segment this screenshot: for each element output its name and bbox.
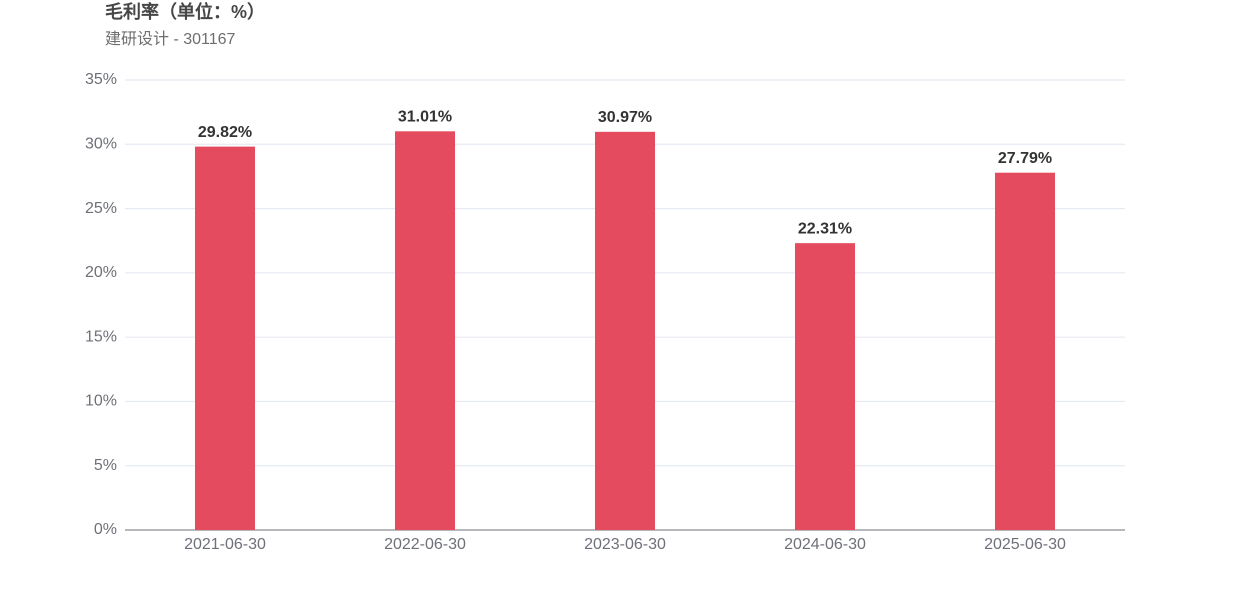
- y-tick-label: 0%: [94, 521, 117, 538]
- bar: [395, 131, 455, 531]
- value-label: 22.31%: [798, 220, 852, 237]
- value-label: 27.79%: [998, 150, 1052, 167]
- x-tick-label: 2021-06-30: [184, 536, 266, 553]
- value-label: 30.97%: [598, 109, 652, 126]
- bar: [795, 243, 855, 530]
- chart-subtitle: 建研设计 - 301167: [105, 30, 236, 48]
- y-tick-label: 5%: [94, 457, 117, 474]
- x-tick-label: 2025-06-30: [984, 536, 1066, 553]
- value-label: 31.01%: [398, 109, 452, 126]
- y-tick-label: 30%: [85, 136, 117, 153]
- chart-title: 毛利率（单位：%）: [105, 1, 265, 22]
- y-tick-label: 10%: [85, 393, 117, 410]
- bar: [195, 146, 255, 530]
- y-tick-label: 15%: [85, 328, 117, 345]
- x-tick-label: 2024-06-30: [784, 536, 866, 553]
- y-tick-label: 20%: [85, 264, 117, 281]
- y-tick-label: 25%: [85, 200, 117, 217]
- x-tick-label: 2022-06-30: [384, 536, 466, 553]
- x-tick-label: 2023-06-30: [584, 536, 666, 553]
- y-tick-label: 35%: [85, 71, 117, 88]
- bar: [995, 172, 1055, 530]
- bar: [595, 131, 655, 531]
- value-label: 29.82%: [198, 124, 252, 141]
